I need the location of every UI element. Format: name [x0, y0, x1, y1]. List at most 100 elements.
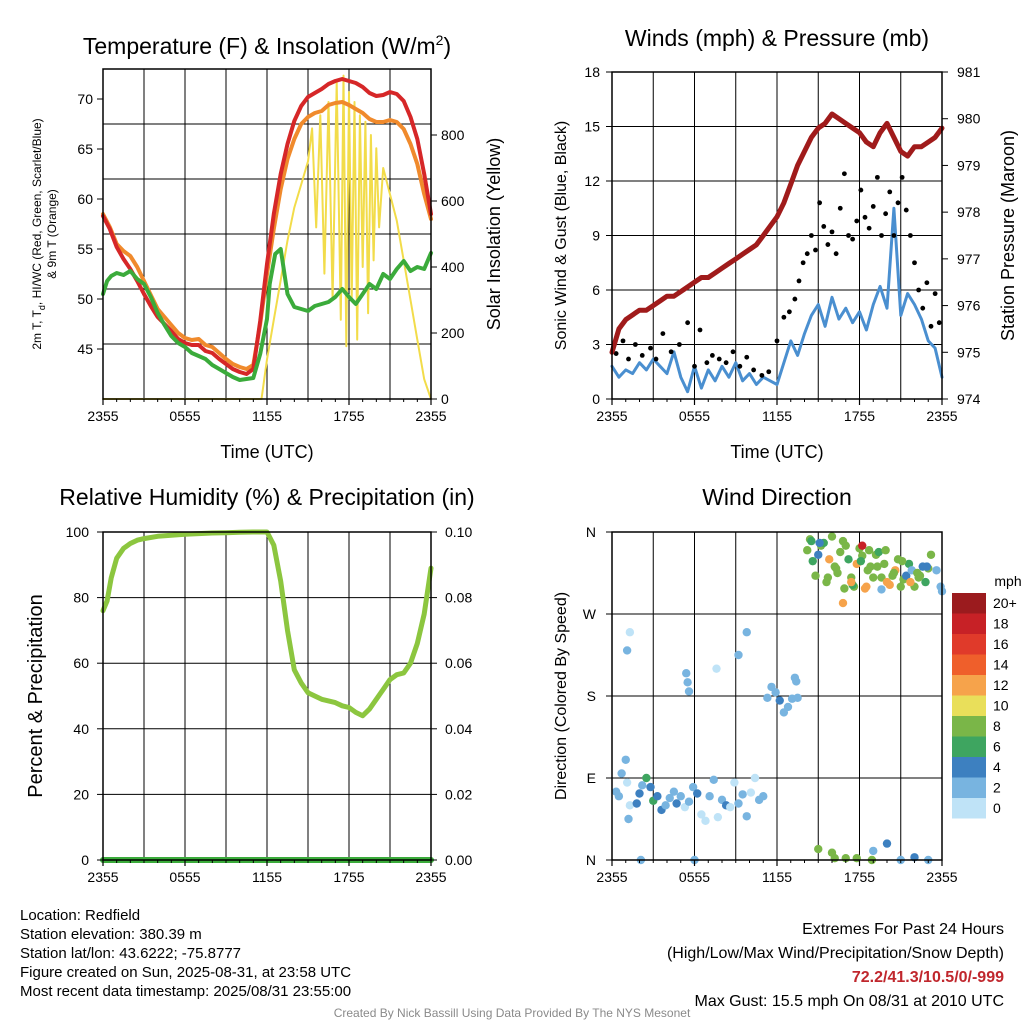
- y-axis-label: Percent & Precipitation: [25, 594, 47, 797]
- chart-title: Winds (mph) & Pressure (mb): [625, 25, 929, 51]
- colorbar-tick-label: 8: [993, 718, 1001, 734]
- direction-point: [632, 799, 641, 808]
- direction-point: [866, 562, 875, 571]
- direction-point: [665, 793, 674, 803]
- direction-point: [811, 571, 820, 580]
- colorbar-tick-label: 2: [993, 780, 1001, 796]
- colorbar-swatch: [952, 777, 986, 798]
- x-tick-label: 2355: [415, 869, 446, 885]
- gust-point: [829, 229, 835, 235]
- y-tick-label: 80: [73, 590, 89, 606]
- gust-point: [854, 218, 860, 224]
- gust-point: [800, 260, 806, 266]
- y-tick-label: 40: [73, 721, 89, 737]
- y-tick-label: 3: [592, 337, 600, 353]
- direction-point: [763, 693, 772, 703]
- direction-point: [858, 541, 867, 550]
- gust-point: [751, 367, 757, 373]
- direction-point: [759, 792, 768, 801]
- y2-tick-label: 977: [957, 251, 981, 267]
- gust-point: [920, 305, 926, 311]
- gust-point: [796, 278, 802, 284]
- direction-point: [734, 650, 743, 660]
- solar-insolation-line: [102, 74, 432, 400]
- direction-point: [614, 792, 624, 801]
- winds-chart: 2355 0555 1155 1755 235503691215189749759769…: [553, 25, 1018, 462]
- y-axis-label: 2m T, Td, HI/WC (Red, Green, Scarlet/Blu…: [30, 118, 47, 349]
- direction-point: [726, 802, 735, 812]
- direction-point: [922, 562, 932, 571]
- gust-point: [846, 233, 851, 238]
- gust-point: [883, 211, 889, 217]
- gust-point: [850, 236, 856, 242]
- y2-axis-label: Station Pressure (Maroon): [998, 130, 1018, 341]
- gust-point: [660, 331, 666, 336]
- x-tick-label: 1155: [252, 408, 282, 424]
- colorbar-swatch: [952, 695, 986, 716]
- direction-point: [827, 532, 837, 541]
- direction-point: [902, 571, 911, 580]
- direction-point: [808, 556, 817, 566]
- x-tick-label: 1755: [844, 869, 875, 885]
- colorbar-tick-label: 16: [993, 636, 1009, 652]
- direction-point: [904, 559, 914, 569]
- direction-point: [793, 693, 802, 703]
- gust-point: [870, 204, 876, 209]
- chart-title: Relative Humidity (%) & Precipitation (i…: [59, 484, 474, 510]
- gust-point: [626, 356, 631, 362]
- gust-point: [709, 353, 715, 358]
- x-tick-label: 1755: [844, 408, 875, 424]
- direction-point: [712, 664, 721, 673]
- y-tick-label: 0: [81, 852, 89, 868]
- x-tick-label: 2355: [87, 408, 118, 424]
- y-tick-label: W: [583, 606, 597, 622]
- gust-point: [737, 363, 743, 369]
- direction-point: [635, 789, 644, 798]
- gust-point: [862, 214, 868, 220]
- direction-point: [742, 812, 751, 821]
- direction-point: [815, 538, 824, 548]
- pressure-line: [609, 111, 945, 355]
- direction-point: [921, 577, 930, 587]
- colorbar-swatch: [952, 736, 986, 757]
- direction-point: [775, 696, 784, 705]
- y-tick-label: N: [586, 524, 596, 540]
- y-tick-label: 15: [584, 119, 600, 135]
- direction-point: [683, 678, 692, 687]
- max-gust-text: Max Gust: 15.5 mph On 08/31 at 2010 UTC: [694, 993, 1005, 1010]
- y2-axis-label: Solar Insolation (Yellow): [484, 138, 504, 330]
- direction-point: [617, 769, 626, 778]
- gust-point: [928, 323, 934, 329]
- direction-point: [869, 573, 878, 582]
- direction-point: [622, 778, 632, 787]
- direction-point: [625, 628, 635, 637]
- gust-point: [916, 287, 922, 293]
- gust-point: [841, 171, 847, 177]
- y-tick-label: 45: [77, 341, 93, 357]
- direction-point: [823, 573, 833, 582]
- gust-point: [613, 351, 619, 356]
- direction-point: [856, 556, 866, 566]
- direction-point: [873, 562, 882, 571]
- colorbar-label: mph: [994, 573, 1021, 589]
- colorbar-swatch: [952, 613, 986, 634]
- ylabel-part: , HI/WC (Red, Green, Scarlet/Blue): [30, 118, 44, 305]
- gust-point: [899, 174, 905, 180]
- y2-tick-label: 0.02: [445, 786, 472, 802]
- direction-point: [814, 550, 823, 559]
- temperature-chart: 2355 0555 1155 1755 2355 45 50 55 60 65 70 0 200 400 6…: [30, 32, 504, 462]
- y-tick-label: N: [586, 852, 596, 868]
- direction-point: [844, 555, 853, 564]
- gust-point: [676, 342, 682, 347]
- direction-point: [625, 801, 635, 810]
- colorbar-swatch: [952, 716, 986, 737]
- x-tick-label: 1755: [333, 869, 364, 885]
- colorbar-tick-label: 4: [993, 759, 1001, 775]
- direction-point: [669, 787, 679, 796]
- gust-point: [891, 233, 897, 238]
- direction-point: [847, 577, 856, 587]
- x-tick-label: 1755: [333, 408, 364, 424]
- x-tick-label: 0555: [169, 408, 200, 424]
- direction-point: [713, 812, 723, 822]
- direction-point: [684, 687, 694, 696]
